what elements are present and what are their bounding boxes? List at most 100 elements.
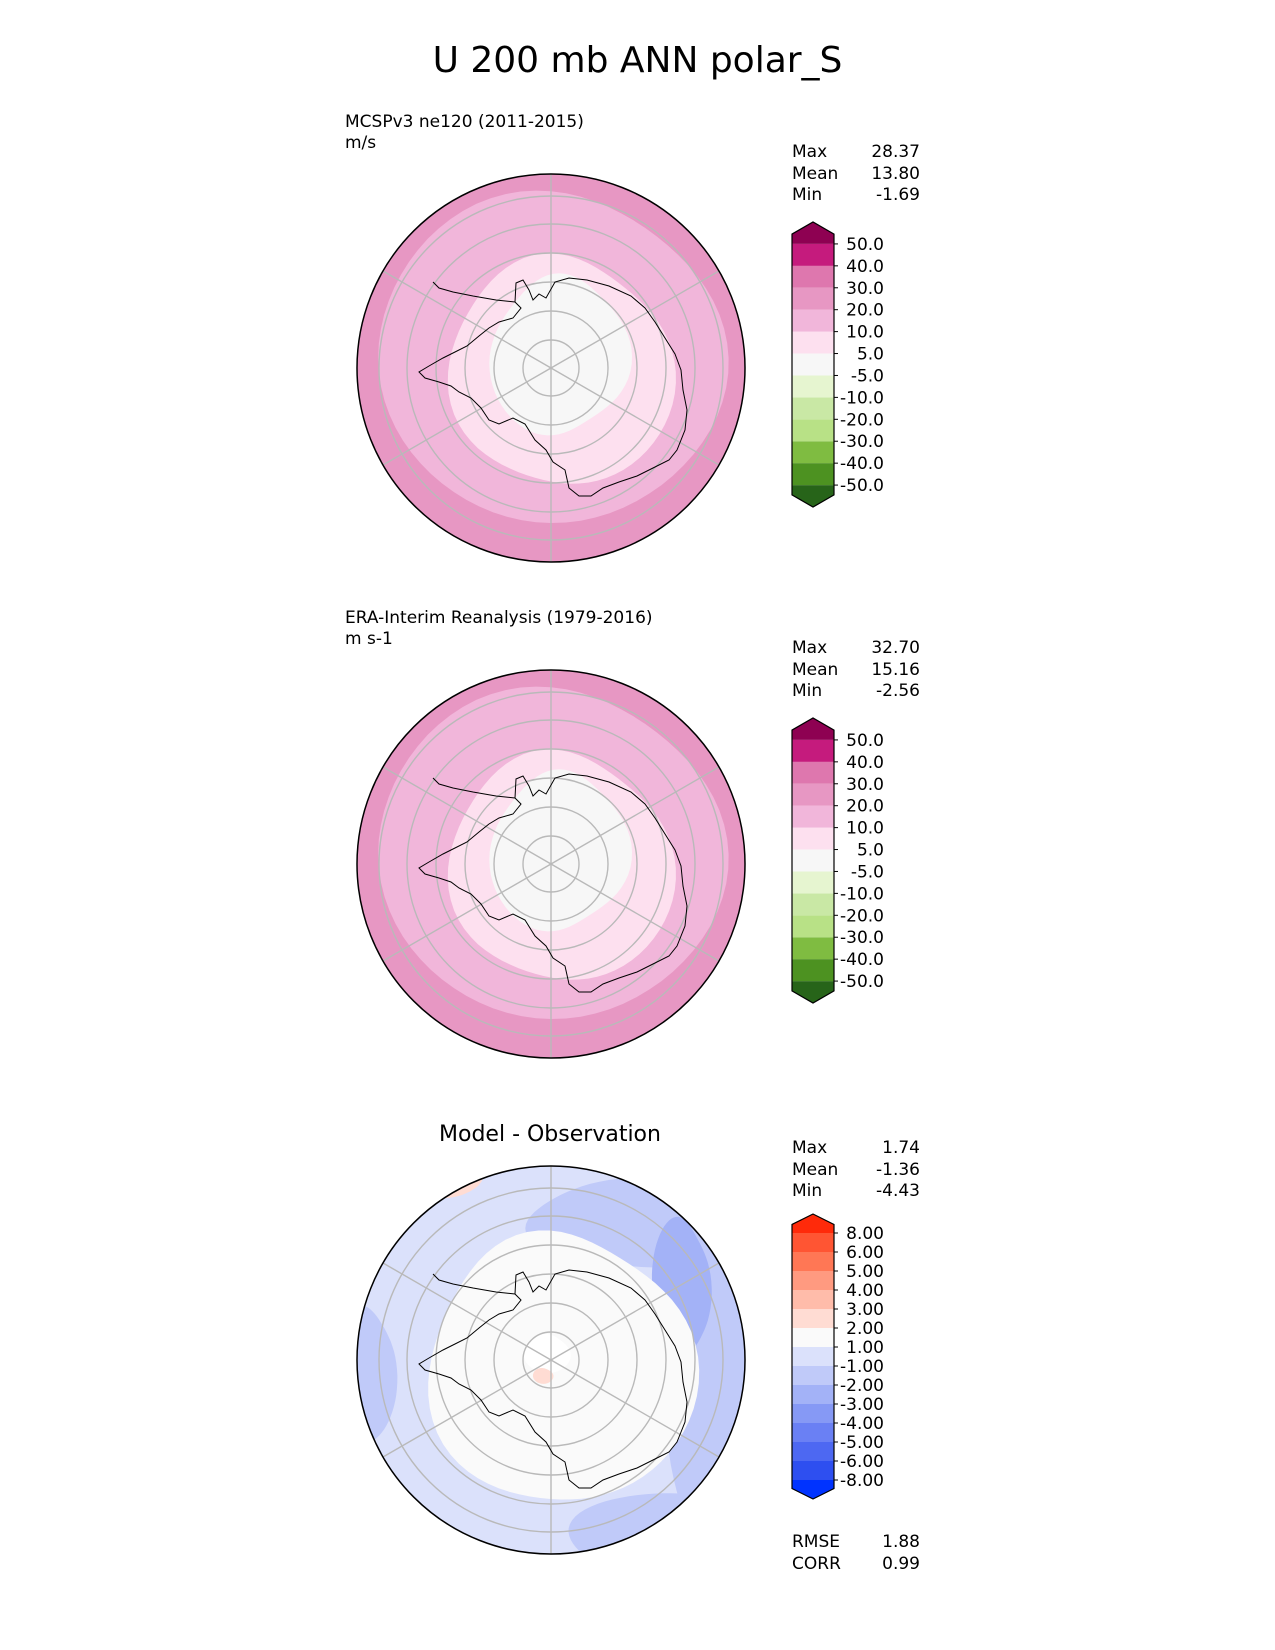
colorbar-tick-label: -10.0 xyxy=(840,884,884,904)
colorbar-tick-label: -20.0 xyxy=(840,906,884,926)
colorbar-tick-label: 10.0 xyxy=(846,323,884,343)
colorbar-tick-label: 20.0 xyxy=(846,301,884,321)
colorbar-segment xyxy=(792,1252,834,1271)
colorbar-segment xyxy=(792,1328,834,1347)
colorbar-tick-label: -5.0 xyxy=(851,366,884,386)
panel1-title: MCSPv3 ne120 (2011-2015) xyxy=(345,112,584,132)
stat-max: Max 1.74 xyxy=(792,1138,920,1158)
colorbar-segment xyxy=(792,827,834,850)
stat-min: Min -4.43 xyxy=(792,1181,920,1201)
map-boundary xyxy=(356,173,746,563)
colorbar-tick-label: -3.00 xyxy=(840,1395,884,1415)
panel2-title: ERA-Interim Reanalysis (1979-2016) xyxy=(345,608,653,628)
panel3-colorbar: 8.006.005.004.003.002.001.00-1.00-2.00-3… xyxy=(791,1213,884,1500)
colorbar-segment xyxy=(792,937,834,960)
coastline xyxy=(418,1269,688,1489)
panel2-colorbar: 50.040.030.020.010.05.0-5.0-10.0-20.0-30… xyxy=(791,717,884,1004)
panel3-stats: Max 1.74 Mean -1.36 Min -4.43 xyxy=(792,1138,920,1203)
colorbar-tick-label: 5.00 xyxy=(846,1262,884,1282)
colorbar-segment xyxy=(792,331,834,354)
meridian-line xyxy=(550,766,720,865)
field-layer xyxy=(357,174,745,562)
map-boundary xyxy=(356,1165,746,1555)
coastline xyxy=(418,277,688,497)
colorbar-segment xyxy=(792,397,834,420)
figure-title: U 200 mb ANN polar_S xyxy=(432,40,843,81)
colorbar-tick-label: 40.0 xyxy=(846,753,884,773)
peninsula-coastline xyxy=(432,777,516,799)
colorbar-tick-label: -4.00 xyxy=(840,1414,884,1434)
colorbar-tick-label: -5.00 xyxy=(840,1433,884,1453)
colorbar-tick-label: 4.00 xyxy=(846,1281,884,1301)
colorbar-segment xyxy=(792,783,834,806)
contour-fill xyxy=(568,1493,745,1554)
colorbar-tick-label: -10.0 xyxy=(840,388,884,408)
panel3-polar-map xyxy=(356,1165,746,1555)
panel3-metrics: RMSE 1.88 CORR 0.99 xyxy=(792,1532,920,1575)
colorbar-tick-label: -5.0 xyxy=(851,862,884,882)
metric-corr: CORR 0.99 xyxy=(792,1553,920,1574)
colorbar-tick-label: -50.0 xyxy=(840,972,884,992)
colorbar-outline xyxy=(791,221,835,508)
colorbar-outline xyxy=(791,717,835,1004)
graticule xyxy=(378,1166,724,1554)
colorbar-tick-label: 5.0 xyxy=(857,841,884,861)
colorbar-segment xyxy=(792,353,834,376)
colorbar-tick-label: 10.0 xyxy=(846,819,884,839)
meridian-line xyxy=(550,863,720,962)
meridian-line xyxy=(382,367,552,466)
colorbar-segment xyxy=(792,893,834,916)
colorbar-segment xyxy=(792,441,834,464)
colorbar-tick-label: 20.0 xyxy=(846,797,884,817)
colorbar-segment xyxy=(792,419,834,442)
meridian-line xyxy=(550,1262,720,1361)
stat-min: Min -1.69 xyxy=(792,185,920,205)
colorbar-segment xyxy=(792,981,834,1003)
colorbar-outline xyxy=(791,1213,835,1500)
colorbar-tick-label: -40.0 xyxy=(840,454,884,474)
colorbar-segment xyxy=(792,761,834,784)
panel1-units: m/s xyxy=(345,133,377,153)
colorbar-segment xyxy=(792,1290,834,1309)
colorbar-tick-label: 1.00 xyxy=(846,1338,884,1358)
colorbar-tick-label: 5.0 xyxy=(857,345,884,365)
panel3-title: Model - Observation xyxy=(439,1122,661,1147)
coastline xyxy=(418,773,688,993)
meridian-line xyxy=(550,1359,720,1458)
colorbar-segment xyxy=(792,1480,834,1499)
panel1-stats: Max 28.37 Mean 13.80 Min -1.69 xyxy=(792,142,920,207)
colorbar-tick-label: 50.0 xyxy=(846,731,884,751)
panel2-polar-map xyxy=(356,669,746,1059)
colorbar-segment xyxy=(792,309,834,332)
stat-min: Min -2.56 xyxy=(792,681,920,701)
contour-fill xyxy=(357,1306,398,1442)
contour-fill xyxy=(532,1368,554,1384)
colorbar-tick-label: 2.00 xyxy=(846,1319,884,1339)
colorbar-tick-label: -50.0 xyxy=(840,476,884,496)
colorbar-segment xyxy=(792,1385,834,1404)
stat-max: Max 28.37 xyxy=(792,142,920,162)
colorbar-segment xyxy=(792,1423,834,1442)
stat-mean: Mean -1.36 xyxy=(792,1159,920,1180)
colorbar-tick-label: -20.0 xyxy=(840,410,884,430)
colorbar-tick-label: 6.00 xyxy=(846,1243,884,1263)
colorbar-segment xyxy=(792,1309,834,1328)
colorbar-segment xyxy=(792,485,834,507)
colorbar-segment xyxy=(792,265,834,288)
colorbar-tick-label: 30.0 xyxy=(846,279,884,299)
colorbar-segment xyxy=(792,222,834,244)
colorbar-segment xyxy=(792,243,834,266)
colorbar-tick-label: 40.0 xyxy=(846,257,884,277)
colorbar-segment xyxy=(792,1366,834,1385)
colorbar-tick-label: -1.00 xyxy=(840,1357,884,1377)
panel2-units: m s-1 xyxy=(345,629,393,649)
panel2-header: ERA-Interim Reanalysis (1979-2016) m s-1 xyxy=(345,608,653,650)
metric-rmse: RMSE 1.88 xyxy=(792,1532,920,1552)
colorbar-segment xyxy=(792,1271,834,1290)
meridian-line xyxy=(382,1359,552,1458)
colorbar-segment xyxy=(792,805,834,828)
colorbar-segment xyxy=(792,463,834,486)
panel1-polar-map xyxy=(356,173,746,563)
panel1-header: MCSPv3 ne120 (2011-2015) m/s xyxy=(345,112,584,154)
colorbar-segment xyxy=(792,1442,834,1461)
